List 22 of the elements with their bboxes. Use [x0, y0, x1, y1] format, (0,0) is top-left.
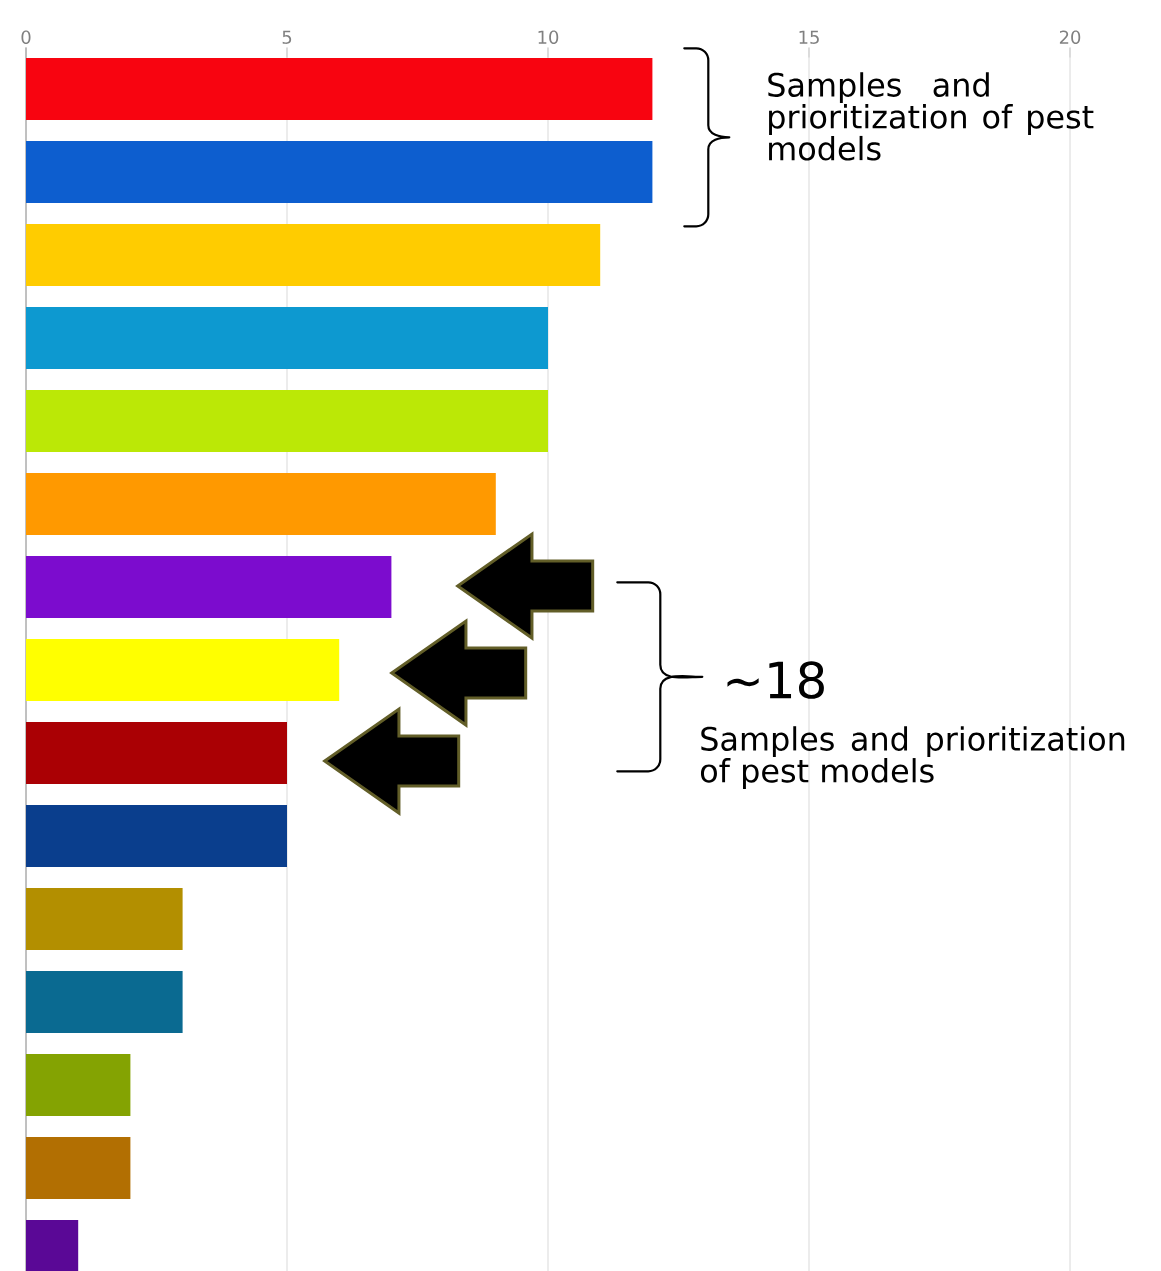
annotation: Samples and prioritization of pest models	[700, 726, 1125, 789]
annotation: Samples and prioritization of pest models	[768, 72, 1094, 161]
bar	[26, 556, 392, 619]
x-tick-label: 20	[1059, 30, 1081, 45]
bar	[26, 1137, 131, 1200]
x-tick-label: 15	[799, 30, 819, 45]
bar	[26, 473, 496, 536]
bar	[26, 888, 183, 951]
bar	[26, 971, 183, 1034]
bar	[26, 141, 653, 204]
bar	[26, 307, 548, 370]
x-tick-label: 5	[282, 30, 292, 45]
bar	[26, 722, 287, 785]
x-tick-label: 10	[538, 30, 559, 45]
bar	[26, 805, 287, 868]
bar	[26, 224, 601, 287]
bar	[26, 639, 340, 702]
bar	[26, 58, 653, 121]
bar	[26, 390, 548, 453]
bar	[26, 1054, 131, 1117]
annotation: ~18	[727, 661, 824, 699]
x-tick-label: 0	[21, 30, 31, 45]
